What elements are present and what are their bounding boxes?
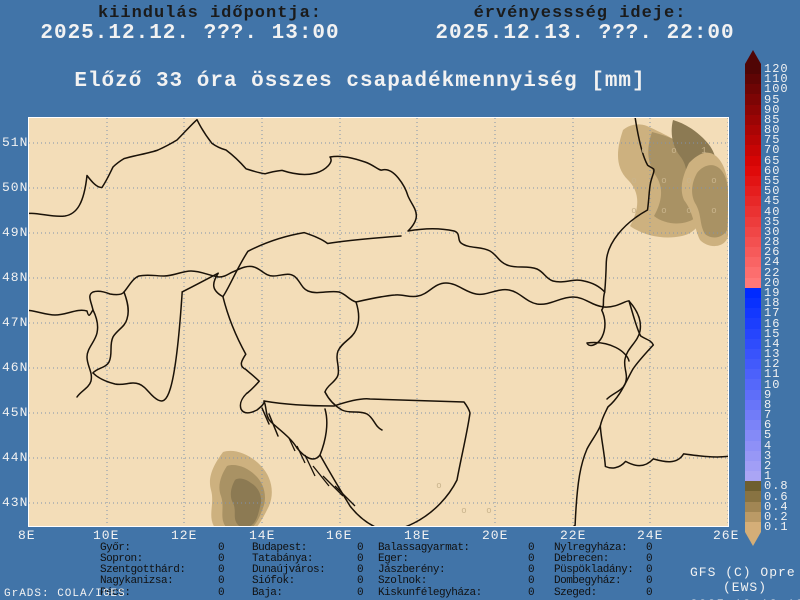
svg-text:o: o bbox=[671, 146, 676, 156]
svg-text:o: o bbox=[486, 506, 491, 516]
svg-text:o: o bbox=[711, 176, 716, 186]
svg-text:1: 1 bbox=[701, 146, 706, 156]
svg-text:o: o bbox=[686, 206, 691, 216]
svg-text:o: o bbox=[661, 176, 666, 186]
svg-text:o: o bbox=[661, 206, 666, 216]
svg-text:o: o bbox=[631, 206, 636, 216]
svg-text:o: o bbox=[711, 206, 716, 216]
svg-text:o: o bbox=[461, 506, 466, 516]
svg-text:o: o bbox=[686, 176, 691, 186]
svg-text:o: o bbox=[631, 176, 636, 186]
svg-text:o: o bbox=[641, 146, 646, 156]
svg-text:o: o bbox=[436, 481, 441, 491]
